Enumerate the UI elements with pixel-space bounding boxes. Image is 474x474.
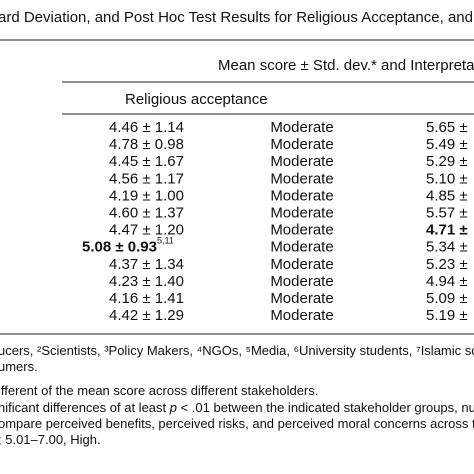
table-cell: 5.09 ±: [426, 290, 468, 307]
table-cell: Moderate: [270, 119, 333, 136]
table-cell: 5.29 ±: [426, 153, 468, 170]
cell-text: Moderate: [270, 153, 333, 170]
cell-text: 4.46 ± 1.14: [109, 119, 184, 136]
table-cell: Moderate: [270, 170, 333, 187]
cell-text: 4.56 ± 1.17: [109, 170, 184, 187]
footnote-part: ompare perceived benefits, perceived ris…: [0, 416, 474, 431]
cell-text: 5.23 ±: [426, 256, 468, 273]
table-cell: 5.34 ±: [426, 239, 468, 256]
footnote: ifferent of the mean score across differ…: [0, 383, 318, 398]
table-cell: Moderate: [270, 222, 333, 239]
table-cell: 4.16 ± 1.41: [109, 290, 184, 307]
table-cell: Moderate: [270, 273, 333, 290]
table-cell: 5.49 ±: [426, 136, 468, 153]
table-cell: 4.37 ± 1.34: [109, 256, 184, 273]
table-cell: Moderate: [270, 290, 333, 307]
table-cell: 4.45 ± 1.67: [109, 153, 184, 170]
cell-text: Moderate: [270, 256, 333, 273]
footnote: ompare perceived benefits, perceived ris…: [0, 416, 474, 431]
subheader: Religious acceptance: [125, 91, 268, 108]
cell-text: Moderate: [270, 204, 333, 221]
footnote-part: umers.: [0, 359, 38, 374]
cell-text: 4.16 ± 1.41: [109, 290, 184, 307]
footnote-part: < .01 between the indicated stakeholder …: [177, 400, 474, 415]
cell-text: 4.45 ± 1.67: [109, 153, 184, 170]
cell-text: 5.08 ± 0.93: [82, 239, 157, 256]
footnote: nificant differences of at least p < .01…: [0, 400, 474, 415]
cell-text: Moderate: [270, 136, 333, 153]
cell-text: 4.42 ± 1.29: [109, 307, 184, 324]
cell-text: Moderate: [270, 119, 333, 136]
footnote: umers.: [0, 359, 38, 374]
table-cell: Moderate: [270, 153, 333, 170]
footnote-part: ucers, ²Scientists, ³Policy Makers, ⁴NGO…: [0, 343, 474, 358]
table-cell: 4.42 ± 1.29: [109, 307, 184, 324]
cell-text: Moderate: [270, 222, 333, 239]
footnote: ; 5.01–7.00, High.: [0, 432, 101, 447]
footnote-part: ifferent of the mean score across differ…: [0, 383, 318, 398]
table-title: ard Deviation, and Post Hoc Test Results…: [0, 9, 474, 26]
table-cell: 4.94 ±: [426, 273, 468, 290]
table-cell: 4.71 ±: [426, 222, 468, 239]
cell-text: 4.19 ± 1.00: [109, 187, 184, 204]
table-cell: 5.57 ±: [426, 204, 468, 221]
table-cell: Moderate: [270, 136, 333, 153]
cell-text: Moderate: [270, 307, 333, 324]
cell-text: 5.19 ±: [426, 307, 468, 324]
table-cell: 4.85 ±: [426, 187, 468, 204]
cell-superscript: 5,11: [157, 236, 174, 246]
table-cell: Moderate: [270, 187, 333, 204]
cell-text: 4.47 ± 1.20: [109, 222, 184, 239]
cell-text: 4.37 ± 1.34: [109, 256, 184, 273]
footnote-part: ; 5.01–7.00, High.: [0, 432, 101, 447]
table-cell: 5.65 ±: [426, 119, 468, 136]
cell-text: 5.09 ±: [426, 290, 468, 307]
table-cell: Moderate: [270, 256, 333, 273]
cell-text: 4.60 ± 1.37: [109, 204, 184, 221]
cell-text: 4.71 ±: [426, 222, 468, 239]
cell-text: Moderate: [270, 239, 333, 256]
cell-text: 4.94 ±: [426, 273, 468, 290]
cell-text: Moderate: [270, 187, 333, 204]
cell-text: 5.49 ±: [426, 136, 468, 153]
cell-text: 5.29 ±: [426, 153, 468, 170]
table-cell: 5.19 ±: [426, 307, 468, 324]
table-cell: 5.08 ± 0.935,11: [82, 236, 174, 256]
cell-text: Moderate: [270, 273, 333, 290]
table-cell: 4.78 ± 0.98: [109, 136, 184, 153]
cell-text: 4.23 ± 1.40: [109, 273, 184, 290]
table-cell: Moderate: [270, 239, 333, 256]
cell-text: Moderate: [270, 170, 333, 187]
footnote: ucers, ²Scientists, ³Policy Makers, ⁴NGO…: [0, 343, 474, 358]
table-cell: 4.23 ± 1.40: [109, 273, 184, 290]
cell-text: Moderate: [270, 290, 333, 307]
table-cell: 4.56 ± 1.17: [109, 170, 184, 187]
group-header: Mean score ± Std. dev.* and Interpretati…: [218, 57, 474, 74]
table-cell: Moderate: [270, 204, 333, 221]
footnote-part: p: [169, 400, 177, 415]
table-cell: 5.10 ±: [426, 170, 468, 187]
table-cell: Moderate: [270, 307, 333, 324]
cell-text: 5.34 ±: [426, 239, 468, 256]
cell-text: 4.85 ±: [426, 187, 468, 204]
cell-text: 5.57 ±: [426, 204, 468, 221]
table-cell: 5.23 ±: [426, 256, 468, 273]
table-cell: 4.46 ± 1.14: [109, 119, 184, 136]
footnote-part: nificant differences of at least: [0, 400, 170, 415]
table-cell: 4.60 ± 1.37: [109, 204, 184, 221]
cell-text: 5.10 ±: [426, 170, 468, 187]
cell-text: 5.65 ±: [426, 119, 468, 136]
table-cell: 4.47 ± 1.20: [109, 222, 184, 239]
cell-text: 4.78 ± 0.98: [109, 136, 184, 153]
table-cell: 4.19 ± 1.00: [109, 187, 184, 204]
